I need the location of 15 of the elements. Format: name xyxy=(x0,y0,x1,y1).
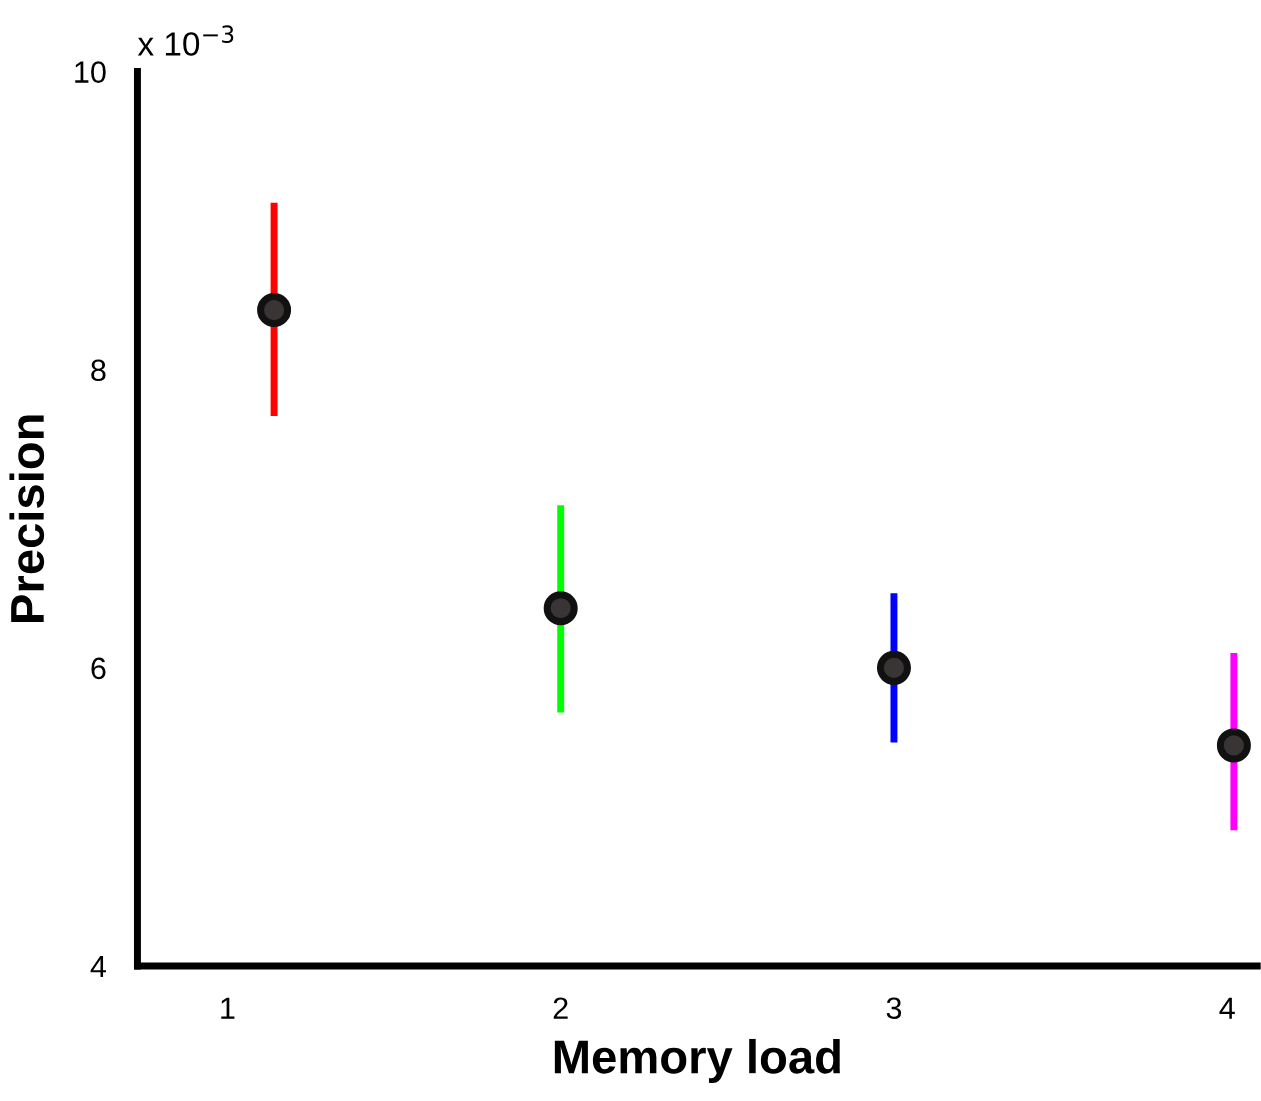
x-tick-label: 1 xyxy=(221,997,235,1019)
x-tick-label: 4 xyxy=(1219,997,1235,1019)
point xyxy=(257,293,292,328)
y-tick-label: 8 xyxy=(91,359,106,382)
y-tick-label: 10 xyxy=(75,61,106,83)
point xyxy=(876,650,911,685)
x-tick-label: 3 xyxy=(886,997,902,1020)
x-axis-title: Memory load xyxy=(554,1038,840,1083)
y-tick-label: 4 xyxy=(90,956,106,978)
y-tick-label: 6 xyxy=(91,657,106,680)
text: x 10$^{−3}$ xyxy=(137,25,234,56)
x-tick-label: 2 xyxy=(553,997,568,1019)
point xyxy=(543,591,578,626)
point xyxy=(1216,728,1251,763)
y-axis-title: Precision xyxy=(9,415,45,622)
